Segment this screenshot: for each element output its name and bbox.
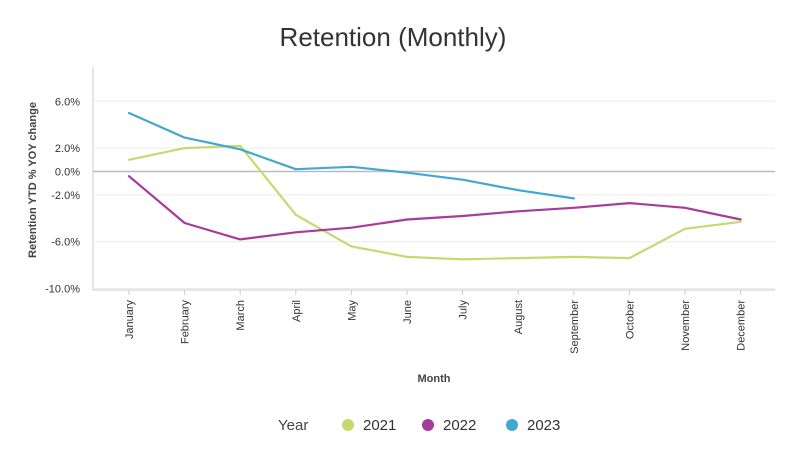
legend-label-2022[interactable]: 2022 [443,417,476,434]
series-line-2023 [127,111,575,200]
x-tick-label: October [624,300,636,339]
x-tick-label: November [680,300,692,351]
legend-marker-2021[interactable] [342,419,354,431]
series-lines [127,111,742,261]
series-line-2021 [127,144,742,261]
x-tick-label: January [124,300,136,340]
legend: Year 2021 2022 2023 [278,417,560,434]
series-line-2022 [127,175,742,241]
x-axis-title: Month [418,373,451,385]
x-tick-label: May [346,300,358,321]
y-tick-label: 2.0% [55,143,80,155]
x-tick-label: July [458,300,470,320]
x-tick-label: December [736,300,748,351]
legend-label-2023[interactable]: 2023 [527,417,560,434]
x-axis-ticks: January February March April May June July Augu… [124,290,748,354]
y-tick-label: -2.0% [51,190,80,202]
x-tick-label: April [291,300,303,322]
x-tick-label: March [235,300,247,331]
y-axis-title: Retention YTD % YOY change [27,102,39,258]
legend-marker-2022[interactable] [422,419,434,431]
y-axis-ticks: 6.0% 2.0% 0.0% -2.0% -6.0% -10.0% [45,96,80,295]
x-tick-label: September [569,300,581,354]
legend-marker-2023[interactable] [506,419,518,431]
legend-label-2021[interactable]: 2021 [363,417,396,434]
x-tick-label: February [180,300,192,345]
y-tick-label: 0.0% [55,167,80,179]
y-tick-label: -10.0% [45,284,80,296]
y-tick-label: 6.0% [55,96,80,108]
gridlines [92,67,775,291]
x-tick-label: August [513,300,525,334]
chart-title: Retention (Monthly) [279,22,507,52]
y-tick-label: -6.0% [51,237,80,249]
x-tick-label: June [402,300,414,324]
legend-title: Year [278,417,308,434]
